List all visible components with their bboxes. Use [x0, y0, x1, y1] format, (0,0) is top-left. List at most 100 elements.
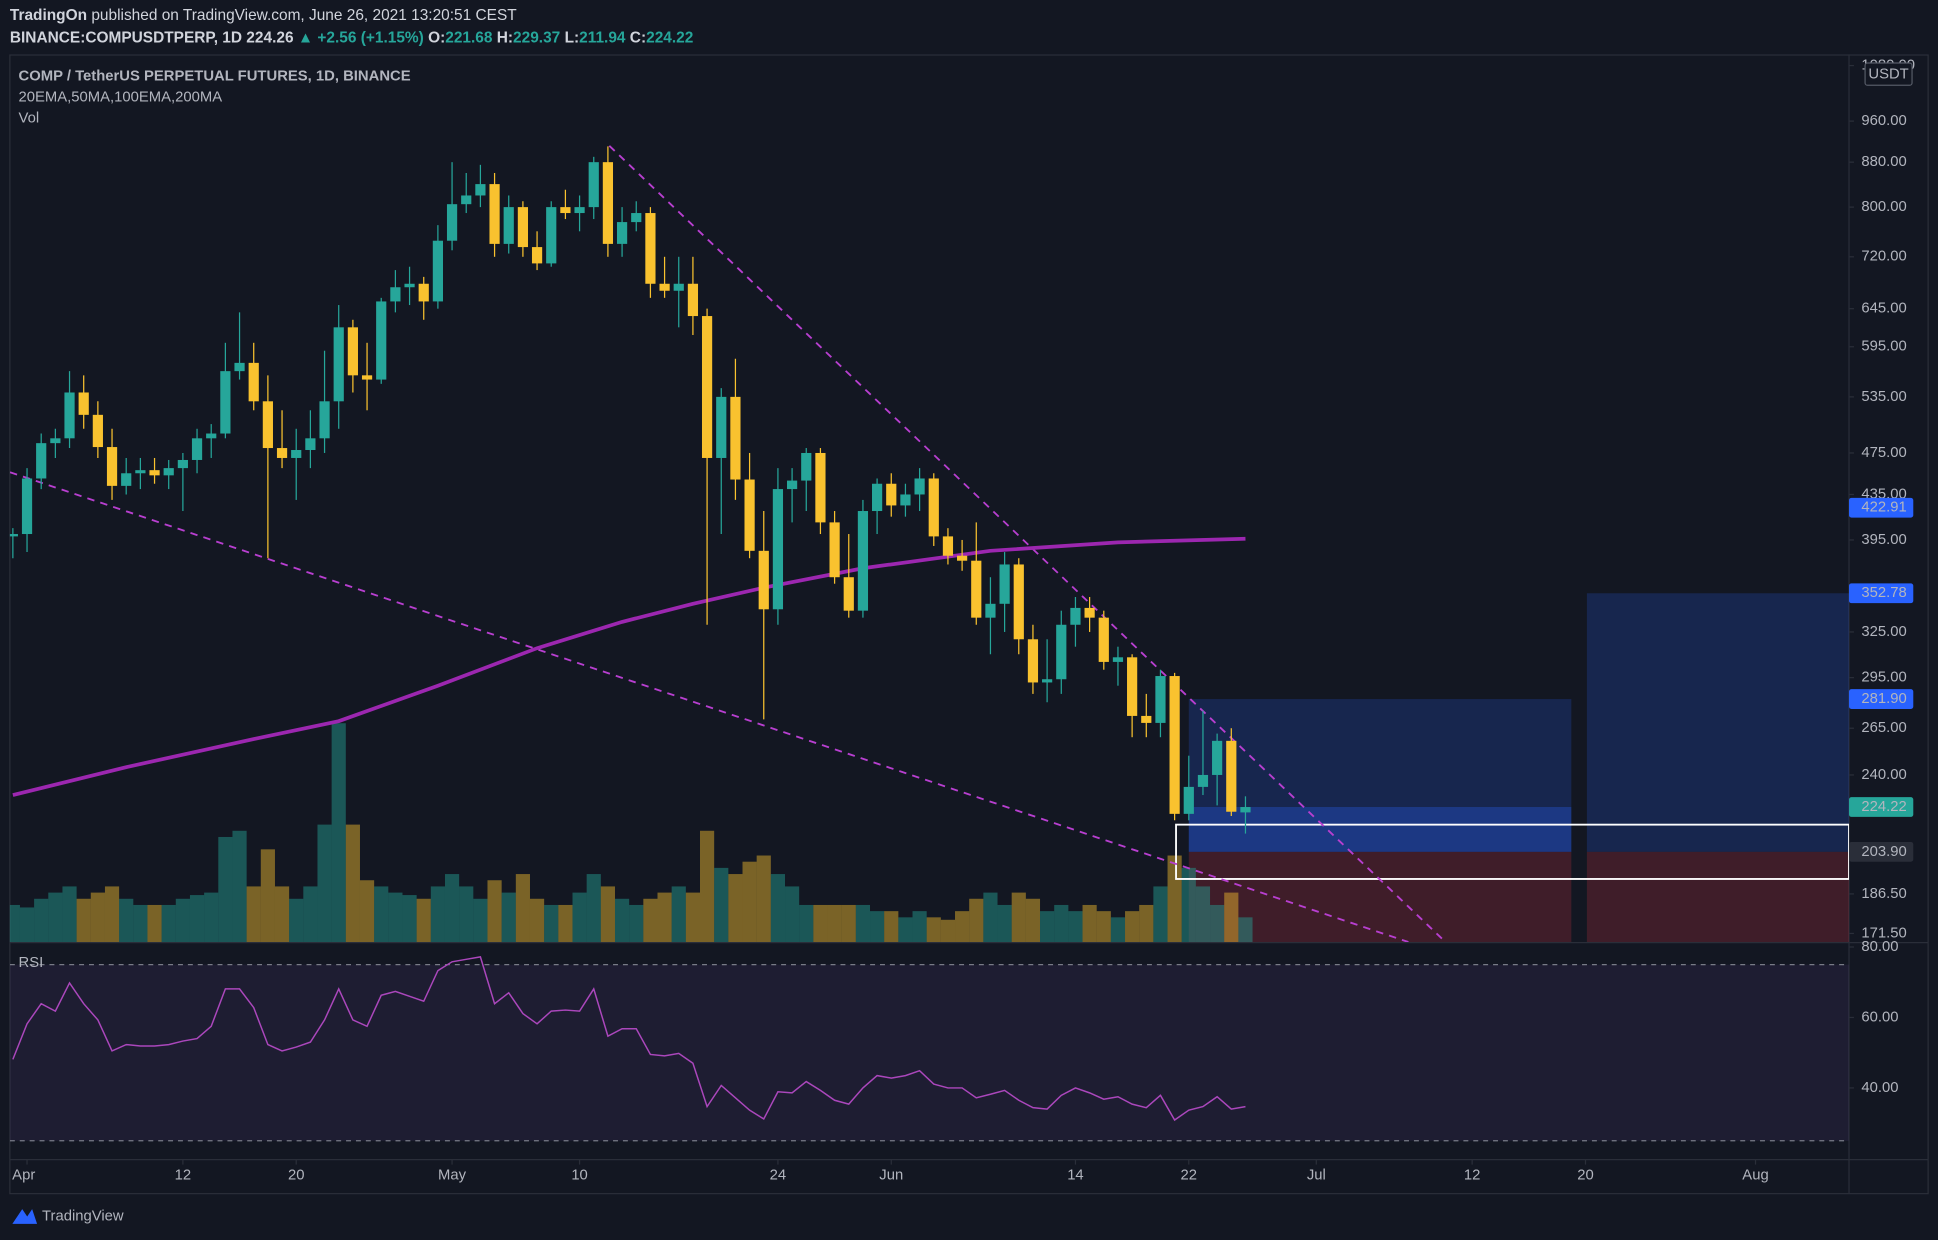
o-label: O:: [428, 29, 445, 46]
publish-line: TradingOn published on TradingView.com, …: [10, 7, 517, 24]
volume-bar: [161, 904, 176, 943]
quote-line: BINANCE:COMPUSDTPERP, 1D 224.26 ▲ +2.56 …: [10, 29, 693, 46]
candle-body: [461, 195, 472, 205]
y-tick-label: 800.00: [1861, 199, 1906, 215]
candle-body: [886, 483, 897, 506]
x-tick-label: 12: [1464, 1168, 1480, 1184]
volume-bar: [459, 886, 474, 943]
volume-bar: [444, 874, 460, 943]
candle-body: [546, 207, 557, 264]
y-tick-label: 325.00: [1861, 624, 1906, 640]
volume-bar: [119, 898, 134, 943]
volume-bar: [770, 874, 786, 943]
candle-body: [730, 396, 741, 480]
volume-bar: [955, 911, 970, 943]
candle-body: [418, 283, 429, 302]
volume-bar: [104, 886, 120, 943]
candle-body: [1013, 564, 1024, 640]
candle-body: [758, 550, 769, 610]
price-label: 422.91: [1861, 500, 1906, 516]
rsi-band-fill: [9, 964, 1850, 1141]
candle-body: [262, 401, 273, 449]
y-tick-label: 960.00: [1861, 113, 1906, 129]
last: 224.26: [246, 29, 294, 46]
target-zone: [1586, 593, 1850, 852]
candle-body: [50, 438, 61, 444]
volume-bar: [685, 892, 701, 943]
x-tick-label: Jul: [1307, 1168, 1326, 1184]
volume-bar: [34, 898, 49, 943]
x-tick-label: 14: [1067, 1168, 1083, 1184]
candle-body: [135, 470, 146, 474]
volume-bar: [359, 880, 375, 943]
published: published on TradingView.com, June 26, 2…: [87, 7, 517, 24]
volume-bar: [147, 904, 162, 943]
volume-bar: [586, 874, 601, 943]
candle-body: [1226, 740, 1237, 812]
candle-body: [928, 478, 939, 537]
candle-body: [914, 478, 925, 495]
candle-body: [333, 327, 344, 402]
stop-zone: [1188, 851, 1572, 943]
candle-body: [121, 473, 132, 486]
volume-bar: [742, 861, 757, 943]
volume-bar: [1181, 867, 1196, 943]
candle-body: [1084, 607, 1095, 618]
candle-body: [843, 577, 854, 611]
h: 229.37: [513, 29, 560, 46]
volume-bar: [501, 892, 516, 943]
volume-bar: [912, 911, 927, 943]
x-tick-label: May: [438, 1168, 467, 1184]
y-tick-label: 720.00: [1861, 249, 1906, 265]
y-tick-label: 535.00: [1861, 389, 1906, 405]
footer-brand: TradingView: [42, 1208, 124, 1224]
change: ▲ +2.56 (+1.15%): [298, 29, 424, 46]
candle-body: [404, 283, 415, 288]
candle-body: [1042, 679, 1053, 683]
volume-bar: [9, 904, 20, 943]
volume-bar: [558, 904, 573, 943]
volume-bar: [175, 898, 190, 943]
volume-bar: [1125, 911, 1140, 943]
y-tick-label: 645.00: [1861, 301, 1906, 317]
volume-bar: [969, 898, 984, 943]
candle-body: [631, 213, 642, 223]
l-label: L:: [565, 29, 580, 46]
c: 224.22: [646, 29, 693, 46]
candle-body: [106, 447, 118, 486]
volume-bar: [544, 904, 559, 943]
rsi-line: [12, 956, 1246, 1122]
candle-body: [687, 283, 699, 317]
candle-body: [786, 480, 798, 490]
y-tick-label: 171.50: [1861, 925, 1906, 941]
x-tick-label: Jun: [879, 1168, 903, 1184]
candle-body: [1212, 740, 1223, 775]
candle-body: [531, 247, 543, 264]
volume-bar: [1011, 892, 1026, 943]
volume-bar: [416, 898, 431, 943]
volume-bar: [1167, 855, 1182, 943]
price-label-box: [1849, 689, 1914, 709]
volume-bar: [374, 886, 389, 943]
y-tick-label: 265.00: [1861, 720, 1906, 736]
candle-body: [234, 362, 245, 372]
candle-body: [1112, 657, 1124, 662]
candle-body: [163, 468, 174, 476]
candle-body: [616, 222, 628, 244]
volume-bar: [218, 836, 233, 943]
currency-box: [1864, 62, 1913, 86]
ma-line: [12, 536, 1246, 797]
candle-body: [220, 371, 231, 434]
candle-body: [942, 536, 954, 556]
candle-body: [276, 448, 288, 458]
price-label-box: [1849, 583, 1914, 604]
candle-body: [432, 240, 443, 302]
o: 221.68: [445, 29, 493, 46]
volume-bar: [76, 898, 91, 943]
volume-bar: [827, 904, 842, 943]
volume-bar: [289, 898, 304, 943]
volume-bar: [303, 886, 318, 943]
rsi-label: RSI: [19, 955, 44, 971]
